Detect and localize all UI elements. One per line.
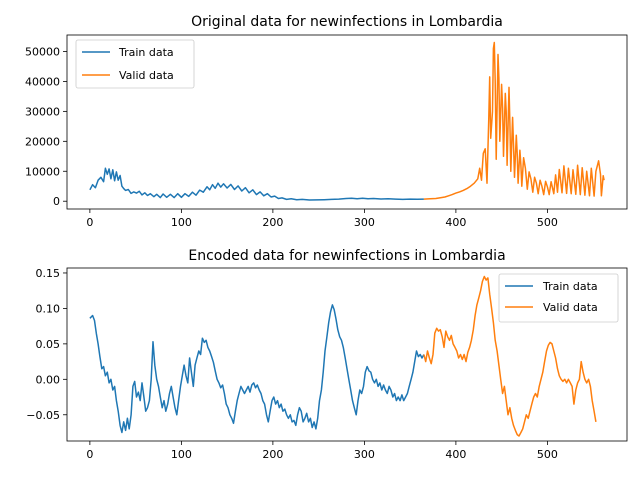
y-tick-label: 20000	[25, 135, 60, 148]
axes-frame	[66, 267, 628, 442]
x-tick-label: 0	[86, 448, 93, 461]
plot-area: 0 100 200 300 400 500 0 10000 20000 30000 40000 500…	[25, 34, 628, 229]
legend-label-train: Train data	[542, 280, 598, 293]
x-tick-label: 300	[354, 448, 375, 461]
legend-label-valid: Valid data	[119, 69, 174, 82]
x-tick-label: 500	[537, 448, 558, 461]
x-tick-label: 400	[445, 448, 466, 461]
y-tick-label: 0	[53, 195, 60, 208]
axes-frame	[66, 34, 628, 210]
y-tick-label: 0.15	[36, 267, 61, 280]
y-tick-label: −0.05	[26, 409, 60, 422]
x-tick-label: 300	[354, 216, 375, 229]
x-tick-label: 200	[262, 216, 283, 229]
legend-label-train: Train data	[118, 46, 174, 59]
x-tick-label: 0	[86, 216, 93, 229]
x-tick-label: 100	[171, 216, 192, 229]
x-tick-label: 100	[171, 448, 192, 461]
chart-title: Encoded data for newinfections in Lombar…	[188, 248, 505, 264]
chart-title: Original data for newinfections in Lomba…	[191, 14, 503, 30]
y-tick-label: 30000	[25, 105, 60, 118]
series-line-valid	[423, 41, 605, 200]
y-tick-label: 0.05	[36, 338, 61, 351]
x-tick-label: 400	[445, 216, 466, 229]
legend: Train data Valid data	[498, 273, 619, 323]
y-tick-label: 40000	[25, 75, 60, 88]
x-tick-label: 500	[537, 216, 558, 229]
y-tick-label: 50000	[25, 45, 60, 58]
legend-label-valid: Valid data	[543, 301, 598, 314]
y-tick-label: 0.00	[36, 373, 61, 386]
x-tick-label: 200	[262, 448, 283, 461]
y-tick-label: 10000	[25, 165, 60, 178]
original-data-chart: Original data for newinfections in Lomba…	[25, 14, 628, 229]
series-line-train	[89, 167, 424, 201]
series-line-train	[89, 304, 425, 434]
y-tick-label: 0.10	[36, 302, 61, 315]
encoded-data-chart: Encoded data for newinfections in Lombar…	[26, 248, 628, 461]
plot-area: 0 100 200 300 400 500 −0.05 0.00 0.05 0.10 0.15	[26, 267, 628, 461]
series-line-valid	[423, 275, 597, 437]
legend: Train data Valid data	[75, 39, 195, 89]
